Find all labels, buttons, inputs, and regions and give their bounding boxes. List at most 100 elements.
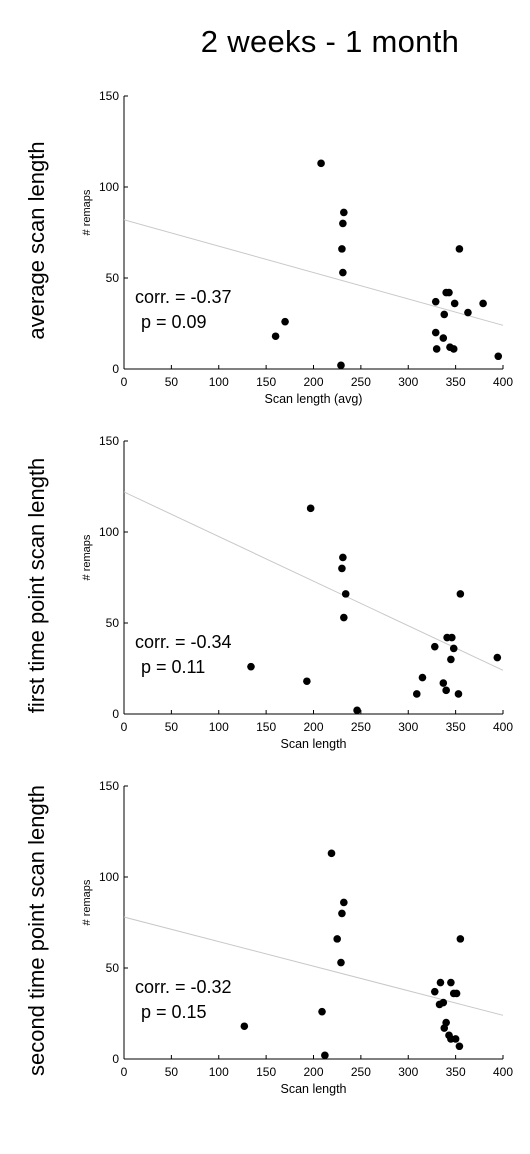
x-tick-label: 200 (303, 1065, 323, 1079)
data-point (442, 1018, 450, 1027)
data-point (337, 958, 345, 967)
data-point (440, 310, 449, 319)
p-value-text: p = 0.09 (141, 312, 207, 332)
data-point (447, 655, 455, 664)
y-axis-label: # remaps (81, 534, 93, 580)
data-point (479, 299, 487, 308)
data-point (432, 345, 441, 353)
row-label: average scan length (24, 141, 49, 339)
data-point (333, 935, 341, 943)
data-point (464, 308, 472, 317)
y-tick-label: 150 (99, 779, 119, 793)
data-point (340, 613, 348, 622)
x-tick-label: 300 (398, 720, 418, 734)
data-point (327, 849, 336, 858)
x-axis-label: Scan length (avg) (265, 392, 363, 406)
x-tick-label: 150 (256, 1065, 276, 1079)
data-point (494, 352, 503, 361)
data-point (339, 553, 347, 562)
regression-line (123, 219, 504, 326)
correlation-text: corr. = -0.34 (135, 632, 232, 652)
row-label: first time point scan length (24, 458, 49, 714)
x-tick-label: 400 (493, 375, 513, 389)
data-point (430, 642, 439, 651)
x-tick-label: 50 (165, 720, 179, 734)
y-axis-label: # remaps (81, 879, 93, 925)
data-point (439, 679, 448, 687)
y-tick-label: 0 (112, 707, 119, 721)
data-point (430, 987, 439, 996)
data-point (449, 644, 458, 653)
p-value-text: p = 0.11 (141, 657, 205, 677)
y-tick-label: 100 (99, 870, 119, 884)
data-point (303, 677, 311, 686)
x-tick-label: 100 (209, 375, 229, 389)
y-tick-label: 150 (99, 434, 119, 448)
data-point (271, 332, 280, 341)
data-point (452, 989, 461, 998)
data-point (318, 1007, 326, 1016)
x-axis-label: Scan length (280, 737, 346, 751)
x-tick-label: 250 (351, 375, 371, 389)
y-tick-label: 50 (106, 616, 120, 630)
x-tick-label: 100 (209, 1065, 229, 1079)
x-tick-label: 200 (303, 375, 323, 389)
correlation-text: corr. = -0.37 (135, 287, 232, 307)
data-point (338, 564, 346, 573)
x-tick-label: 250 (351, 720, 371, 734)
data-point (353, 706, 361, 715)
row-label: second time point scan length (24, 785, 49, 1076)
data-point (431, 328, 440, 337)
y-tick-label: 100 (99, 180, 119, 194)
x-tick-label: 400 (493, 1065, 513, 1079)
data-point (340, 898, 348, 907)
x-tick-label: 0 (121, 1065, 128, 1079)
data-point (442, 686, 450, 695)
data-point (337, 361, 345, 370)
data-point (449, 345, 458, 353)
data-point (493, 653, 502, 662)
data-point (418, 673, 427, 682)
x-tick-label: 50 (165, 375, 179, 389)
scatter-panel-1: 0 50 100 150 200 250 300 350 400 0 50 100 150 Scan le… (24, 89, 513, 406)
data-point (247, 662, 255, 671)
data-point (454, 690, 463, 698)
data-point (455, 245, 464, 253)
y-tick-label: 0 (112, 1052, 119, 1066)
y-axis-label: # remaps (81, 189, 93, 235)
scatter-panel-2: 0 50 100 150 200 250 300 350 400 0 50 100 150 Scan le… (24, 434, 513, 751)
data-point (338, 909, 346, 918)
x-tick-label: 400 (493, 720, 513, 734)
data-point (431, 297, 440, 306)
data-point (341, 590, 350, 598)
x-tick-label: 300 (398, 1065, 418, 1079)
x-tick-label: 350 (446, 375, 466, 389)
data-point (240, 1022, 249, 1031)
y-tick-label: 150 (99, 89, 119, 103)
correlation-text: corr. = -0.32 (135, 977, 232, 997)
data-point (456, 935, 465, 943)
data-point (321, 1051, 329, 1060)
data-point (281, 317, 289, 326)
x-tick-label: 350 (446, 1065, 466, 1079)
x-tick-label: 50 (165, 1065, 179, 1079)
scatter-panel-3: 0 50 100 150 200 250 300 350 400 0 50 100 150 Scan le… (24, 779, 513, 1096)
regression-line (123, 916, 504, 1016)
figure-title: 2 weeks - 1 month (200, 24, 460, 59)
data-point (445, 288, 453, 297)
data-point (317, 159, 325, 168)
p-value-text: p = 0.15 (141, 1002, 207, 1022)
x-tick-label: 250 (351, 1065, 371, 1079)
data-point (439, 998, 448, 1007)
x-tick-label: 150 (256, 375, 276, 389)
data-point (455, 1042, 464, 1051)
data-point (439, 334, 448, 342)
data-point (447, 978, 455, 987)
x-tick-label: 200 (303, 720, 323, 734)
regression-line (123, 491, 504, 671)
data-point (338, 245, 346, 253)
data-point (450, 299, 459, 308)
x-tick-label: 300 (398, 375, 418, 389)
x-tick-label: 0 (121, 375, 128, 389)
